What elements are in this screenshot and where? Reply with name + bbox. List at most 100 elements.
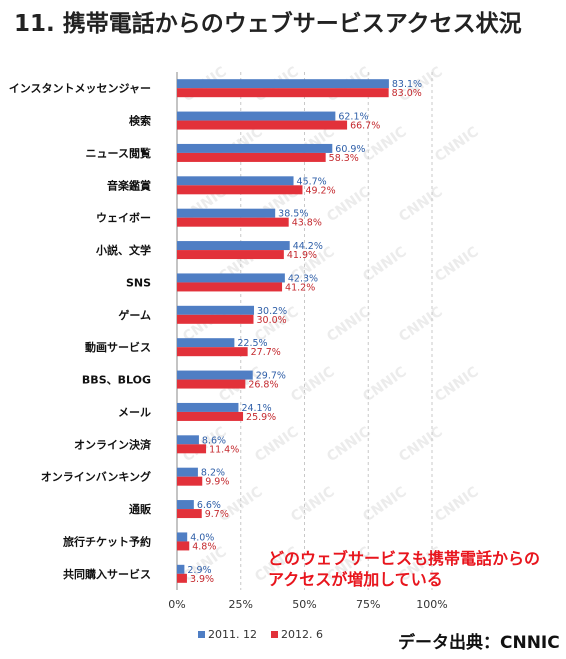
- data-label-2012: 9.7%: [205, 509, 229, 520]
- category-label: ニュース閲覧: [86, 146, 151, 160]
- category-label: インスタントメッセンジャー: [9, 82, 151, 95]
- watermark-text: CNNIC: [432, 124, 481, 165]
- annotation-note: どのウェブサービスも携帯電話からの アクセスが増加している: [268, 548, 540, 590]
- watermark-text: CNNIC: [252, 424, 301, 465]
- data-label-2011: 60.9%: [335, 144, 365, 155]
- category-label: BBS、BLOG: [82, 374, 151, 387]
- data-label-2011: 42.3%: [288, 273, 318, 284]
- bar-2011: [177, 111, 336, 121]
- bar-2012: [177, 250, 284, 260]
- annotation-line-2: アクセスが増加している: [268, 570, 443, 589]
- watermark-text: CNNIC: [288, 484, 337, 525]
- watermark-text: CNNIC: [360, 244, 409, 285]
- legend-swatch-2012: [270, 631, 278, 638]
- bar-2012: [177, 541, 190, 551]
- data-source: データ出典：CNNIC: [398, 633, 560, 653]
- watermark-text: CNNIC: [432, 484, 481, 525]
- x-tick-label: 50%: [292, 598, 316, 611]
- bar-2011: [177, 467, 198, 477]
- category-label: オンラインバンキング: [41, 470, 151, 484]
- bar-2012: [177, 314, 254, 324]
- chart-legend: 2011. 12 2012. 6: [198, 628, 323, 641]
- x-tick-label: 100%: [416, 598, 447, 611]
- data-label-2011: 24.1%: [241, 403, 271, 414]
- category-label: メール: [118, 406, 151, 419]
- legend-item-2012: 2012. 6: [270, 628, 323, 641]
- data-label-2012: 4.8%: [192, 541, 216, 552]
- bar-2012: [177, 217, 289, 227]
- data-label-2012: 43.8%: [292, 218, 322, 229]
- data-label-2011: 83.1%: [392, 79, 422, 90]
- legend-item-2011: 2011. 12: [198, 628, 257, 641]
- watermark-text: CNNIC: [396, 304, 445, 345]
- data-label-2012: 83.0%: [392, 88, 422, 99]
- category-label: 旅行チケット予約: [63, 534, 151, 548]
- data-label-2012: 30.0%: [257, 315, 287, 326]
- watermark-text: CNNIC: [432, 364, 481, 405]
- category-label: 音楽鑑賞: [107, 178, 151, 192]
- bar-2011: [177, 176, 294, 186]
- data-label-2011: 29.7%: [256, 371, 286, 382]
- category-label: 小説、文学: [95, 243, 151, 257]
- category-label: ウェイボー: [96, 211, 151, 225]
- bar-2011: [177, 143, 333, 153]
- data-label-2011: 8.6%: [202, 435, 226, 446]
- data-label-2011: 38.5%: [278, 209, 308, 220]
- data-label-2012: 26.8%: [248, 380, 278, 391]
- data-label-2012: 11.4%: [209, 444, 239, 455]
- data-label-2011: 44.2%: [293, 241, 323, 252]
- bar-2012: [177, 379, 246, 389]
- x-tick-label: 25%: [229, 598, 253, 611]
- legend-label-2011: 2011. 12: [208, 628, 257, 641]
- data-label-2012: 41.2%: [285, 282, 315, 293]
- bar-2011: [177, 532, 188, 542]
- bar-2011: [177, 370, 253, 380]
- data-label-2011: 2.9%: [187, 565, 211, 576]
- bar-2011: [177, 273, 285, 283]
- bar-2012: [177, 573, 187, 583]
- bar-2012: [177, 282, 283, 292]
- category-label: 共同購入サービス: [63, 567, 151, 581]
- watermark-text: CNNIC: [360, 364, 409, 405]
- bar-2012: [177, 509, 202, 519]
- bar-2012: [177, 152, 326, 162]
- category-label: ゲーム: [118, 308, 151, 322]
- data-label-2012: 27.7%: [251, 347, 281, 358]
- data-label-2011: 22.5%: [237, 338, 267, 349]
- legend-swatch-2011: [198, 631, 205, 638]
- category-label: 検索: [129, 114, 151, 128]
- bar-2011: [177, 338, 235, 348]
- watermark-text: CNNIC: [432, 244, 481, 285]
- page-title: 11. 携帯電話からのウェブサービスアクセス状況: [14, 11, 522, 37]
- bar-2011: [177, 79, 389, 89]
- watermark-text: CNNIC: [396, 184, 445, 225]
- category-label: オンライン決済: [74, 437, 152, 451]
- data-label-2011: 4.0%: [190, 532, 214, 543]
- bar-2011: [177, 241, 290, 251]
- bar-2011: [177, 305, 255, 315]
- bar-2012: [177, 411, 244, 421]
- watermark-text: CNNIC: [288, 364, 337, 405]
- legend-label-2012: 2012. 6: [280, 628, 323, 641]
- bar-2011: [177, 435, 199, 445]
- watermark-text: CNNIC: [324, 424, 373, 465]
- x-tick-label: 75%: [356, 598, 380, 611]
- data-label-2011: 6.6%: [197, 500, 221, 511]
- bar-2011: [177, 500, 194, 510]
- bar-2012: [177, 185, 303, 195]
- data-label-2011: 30.2%: [257, 306, 287, 317]
- bar-2012: [177, 476, 203, 486]
- data-label-2012: 66.7%: [350, 121, 380, 132]
- data-label-2011: 45.7%: [297, 176, 327, 187]
- x-tick-label: 0%: [168, 598, 185, 611]
- data-label-2012: 25.9%: [246, 412, 276, 423]
- category-label: 通販: [129, 502, 152, 516]
- bar-2011: [177, 208, 276, 218]
- data-label-2012: 41.9%: [287, 250, 317, 261]
- data-label-2012: 9.9%: [205, 477, 229, 488]
- bar-2012: [177, 88, 389, 98]
- data-label-2012: 49.2%: [305, 185, 335, 196]
- watermark-text: CNNIC: [324, 304, 373, 345]
- watermark-text: CNNIC: [396, 424, 445, 465]
